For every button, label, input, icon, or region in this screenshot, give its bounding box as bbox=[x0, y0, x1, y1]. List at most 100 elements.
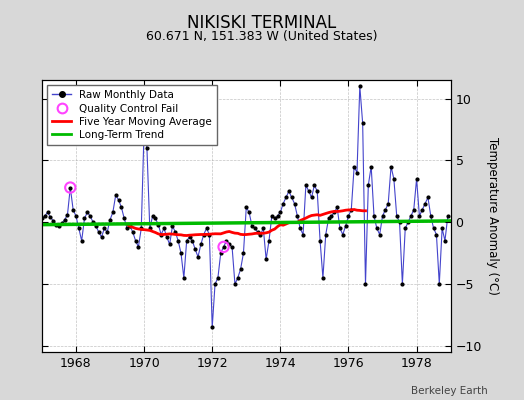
Point bbox=[327, 213, 335, 219]
Point bbox=[66, 184, 74, 191]
Point bbox=[185, 234, 194, 240]
Point bbox=[114, 197, 123, 203]
Point bbox=[356, 83, 364, 89]
Point bbox=[373, 225, 381, 232]
Point bbox=[225, 241, 234, 248]
Point bbox=[126, 223, 134, 229]
Point bbox=[66, 184, 74, 191]
Point bbox=[120, 215, 128, 222]
Point bbox=[168, 223, 177, 229]
Point bbox=[54, 223, 63, 229]
Point bbox=[396, 219, 404, 225]
Point bbox=[60, 216, 69, 223]
Point bbox=[103, 229, 112, 235]
Point bbox=[262, 256, 270, 262]
Point bbox=[38, 215, 46, 222]
Point bbox=[194, 254, 202, 260]
Point bbox=[279, 200, 287, 207]
Point bbox=[49, 218, 58, 224]
Point bbox=[310, 182, 319, 188]
Text: Berkeley Earth: Berkeley Earth bbox=[411, 386, 487, 396]
Point bbox=[216, 250, 225, 256]
Point bbox=[177, 250, 185, 256]
Point bbox=[94, 229, 103, 235]
Point bbox=[330, 209, 339, 216]
Point bbox=[324, 215, 333, 222]
Point bbox=[344, 213, 353, 219]
Point bbox=[410, 207, 418, 213]
Point bbox=[117, 204, 126, 210]
Point bbox=[108, 209, 117, 216]
Point bbox=[421, 200, 429, 207]
Point bbox=[285, 188, 293, 194]
Point bbox=[392, 213, 401, 219]
Point bbox=[387, 163, 395, 170]
Point bbox=[282, 194, 290, 201]
Point bbox=[128, 229, 137, 235]
Point bbox=[308, 194, 316, 201]
Point bbox=[362, 281, 370, 287]
Point bbox=[239, 250, 248, 256]
Point bbox=[336, 225, 344, 232]
Point bbox=[350, 163, 358, 170]
Point bbox=[441, 238, 449, 244]
Point bbox=[180, 275, 188, 281]
Point bbox=[290, 200, 299, 207]
Point bbox=[259, 225, 267, 232]
Point bbox=[234, 275, 242, 281]
Point bbox=[166, 241, 174, 248]
Point bbox=[322, 231, 330, 238]
Point bbox=[250, 225, 259, 232]
Point bbox=[86, 213, 94, 219]
Point bbox=[424, 194, 432, 201]
Point bbox=[304, 188, 313, 194]
Point bbox=[254, 229, 262, 235]
Point bbox=[390, 176, 398, 182]
Point bbox=[242, 204, 250, 210]
Point bbox=[191, 246, 200, 252]
Point bbox=[40, 213, 49, 219]
Point bbox=[100, 225, 108, 232]
Point bbox=[407, 213, 415, 219]
Point bbox=[112, 192, 120, 198]
Point bbox=[52, 222, 60, 228]
Point bbox=[72, 213, 80, 219]
Point bbox=[182, 238, 191, 244]
Point bbox=[404, 219, 412, 225]
Point bbox=[83, 209, 92, 216]
Point bbox=[432, 231, 441, 238]
Point bbox=[376, 231, 384, 238]
Point bbox=[160, 225, 168, 232]
Point bbox=[151, 215, 160, 222]
Point bbox=[228, 244, 236, 250]
Point bbox=[46, 214, 54, 220]
Point bbox=[134, 244, 143, 250]
Point bbox=[313, 188, 321, 194]
Point bbox=[140, 126, 148, 133]
Point bbox=[415, 213, 423, 219]
Point bbox=[220, 244, 228, 250]
Point bbox=[245, 209, 253, 216]
Point bbox=[80, 215, 89, 222]
Point bbox=[274, 213, 282, 219]
Point bbox=[293, 213, 301, 219]
Point bbox=[256, 231, 265, 238]
Point bbox=[444, 213, 452, 219]
Point bbox=[214, 275, 222, 281]
Point bbox=[231, 281, 239, 287]
Point bbox=[188, 238, 196, 244]
Point bbox=[296, 225, 304, 232]
Point bbox=[143, 145, 151, 151]
Point bbox=[316, 238, 324, 244]
Point bbox=[202, 225, 211, 232]
Point bbox=[302, 182, 310, 188]
Point bbox=[430, 225, 438, 232]
Point bbox=[43, 209, 52, 216]
Point bbox=[319, 275, 327, 281]
Point bbox=[74, 225, 83, 232]
Point bbox=[299, 231, 307, 238]
Point bbox=[401, 225, 409, 232]
Point bbox=[137, 225, 146, 232]
Point bbox=[220, 244, 228, 250]
Y-axis label: Temperature Anomaly (°C): Temperature Anomaly (°C) bbox=[486, 137, 498, 295]
